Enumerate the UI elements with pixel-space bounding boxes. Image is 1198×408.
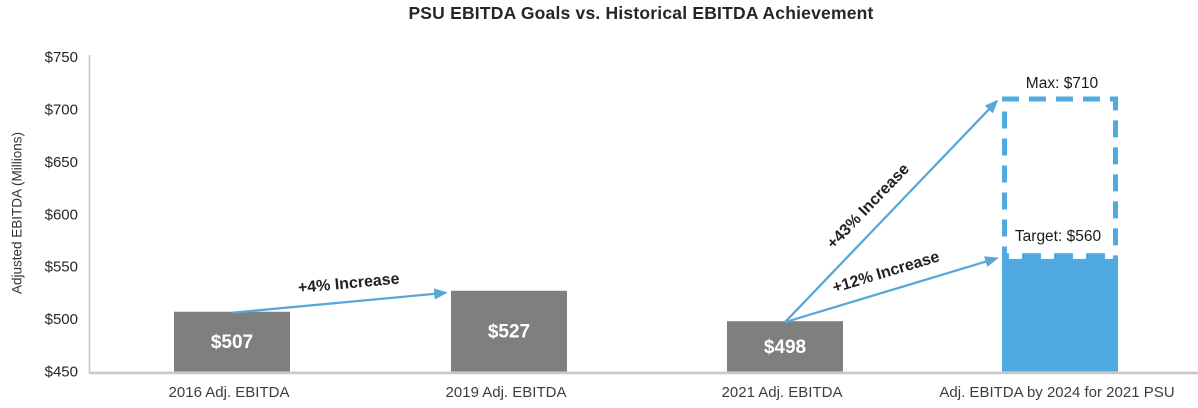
increase-arrow (784, 99, 999, 323)
goal-bar-fill (1002, 253, 1118, 372)
category-label: Adj. EBITDA by 2024 for 2021 PSU (939, 384, 1174, 401)
bar-value-label: $498 (764, 337, 806, 358)
increase-arrow (231, 288, 448, 314)
y-tick-label: $700 (45, 101, 78, 118)
bar-value-label: $507 (211, 332, 253, 353)
max-label: Max: $710 (1026, 75, 1099, 92)
axes (88, 55, 1198, 375)
increase-arrows: +4% Increase+43% Increase+12% Increase (231, 99, 999, 324)
y-tick-label: $750 (45, 49, 78, 66)
y-tick-labels: $450 $500 $550 $600 $650 $700 $750 (45, 49, 78, 380)
y-tick-label: $500 (45, 311, 78, 328)
chart-title: PSU EBITDA Goals vs. Historical EBITDA A… (408, 3, 874, 23)
bars: $507 $527 $498 (174, 290, 843, 372)
bar-value-label: $527 (488, 322, 530, 343)
y-tick-label: $550 (45, 259, 78, 276)
increase-arrow (784, 256, 999, 324)
y-tick-label: $450 (45, 364, 78, 381)
category-label: 2016 Adj. EBITDA (169, 384, 290, 401)
y-tick-label: $600 (45, 206, 78, 223)
category-label: 2019 Adj. EBITDA (446, 384, 567, 401)
bar (451, 290, 567, 372)
x-category-labels: 2016 Adj. EBITDA 2019 Adj. EBITDA 2021 Adj… (169, 384, 1175, 401)
goal-bar: Max: $710 Target: $560 (1002, 75, 1118, 372)
bar (174, 311, 290, 372)
bar (727, 321, 843, 372)
target-label: Target: $560 (1015, 228, 1102, 245)
goal-bar-outline (1002, 96, 1118, 372)
increase-arrow-label: +4% Increase (297, 271, 400, 297)
increase-arrow-label: +43% Increase (824, 161, 913, 253)
y-tick-label: $650 (45, 154, 78, 171)
category-label: 2021 Adj. EBITDA (722, 384, 843, 401)
